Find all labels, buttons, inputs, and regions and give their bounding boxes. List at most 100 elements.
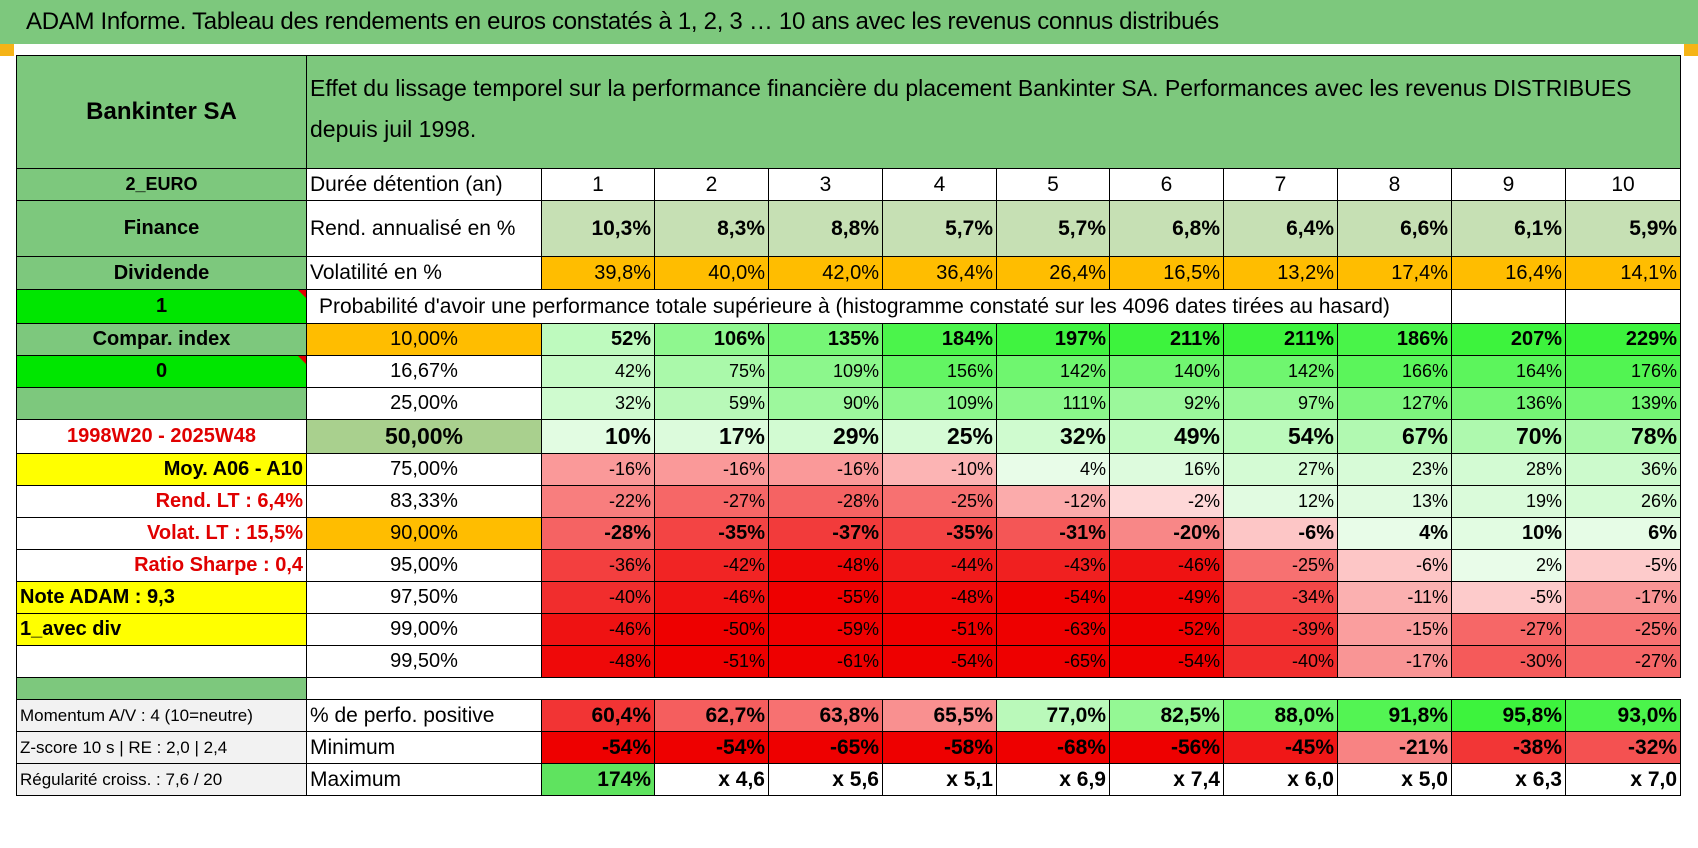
prob-value: 142% [1223,355,1338,388]
minimum-value: -54% [654,731,769,764]
positive-value: 60,4% [541,699,655,732]
prob-row: 25,00% 32% 59% 90% 109% 111% 92% 97% 127% 136% 139… [16,387,1682,420]
minimum-row: Z-score 10 s | RE : 2,0 | 2,4 Minimum -54%… [16,731,1682,764]
prob-value: -34% [1223,581,1338,614]
spacer-row [16,677,1681,700]
stock-name: Bankinter SA [16,55,307,169]
year-header: 4 [882,168,997,201]
year-header: 1 [541,168,655,201]
prob-row: 99,50% -48% -51% -61% -54% -65% -54% -40% -17% -3… [16,645,1682,678]
prob-value: -25% [1564,613,1682,646]
spacer-left [16,677,307,700]
prob-value: -35% [882,517,997,550]
prob-value: 142% [996,355,1110,388]
regularite-label: Régularité croiss. : 7,6 / 20 [16,763,307,796]
performance-table: Bankinter SA Effet du lissage temporel s… [16,55,1682,796]
prob-value: -6% [1223,517,1338,550]
rend-row: Finance Rend. annualisé en % 10,3% 8,3% 8,… [16,200,1682,257]
prob-value: -17% [1337,645,1452,678]
prob-value: 75% [654,355,769,388]
prob-value: -5% [1564,549,1682,582]
maximum-label: Maximum [306,763,542,796]
prob-value: 211% [1223,323,1338,356]
prob-value: 13% [1337,485,1452,518]
rend-label: Rend. annualisé en % [306,200,542,257]
minimum-value: -68% [996,731,1110,764]
prob-value: 70% [1451,419,1566,454]
prob-value: 32% [541,387,655,420]
prob-value: 29% [768,419,883,454]
prob-value: 139% [1564,387,1682,420]
year-header: 6 [1109,168,1224,201]
positive-value: 82,5% [1109,699,1224,732]
title-banner: ADAM Informe. Tableau des rendements en … [0,0,1698,44]
threshold-pct: 97,50% [306,581,542,614]
prob-value: -31% [996,517,1110,550]
effect-text: Effet du lissage temporel sur la perform… [310,75,1632,142]
prob-value: -54% [1109,645,1224,678]
positive-value: 63,8% [768,699,883,732]
corner-marker-left [0,44,14,56]
prob-value: 26% [1564,485,1682,518]
rend-value: 5,7% [996,200,1110,257]
vol-row: Dividende Volatilité en % 39,8% 40,0% 42,0… [16,256,1682,290]
rend-value: 6,6% [1337,200,1452,257]
prob-value: -25% [1223,549,1338,582]
corner-marker-right [1684,44,1698,56]
prob-value: 229% [1564,323,1682,356]
type-label: Dividende [16,256,307,290]
prob-value: 42% [541,355,655,388]
prob-value: 184% [882,323,997,356]
prob-value: -2% [1109,485,1224,518]
vol-value: 42,0% [768,256,883,290]
minimum-value: -65% [768,731,883,764]
prob-value: 127% [1337,387,1452,420]
vol-value: 26,4% [996,256,1110,290]
year-header: 8 [1337,168,1452,201]
prob-value: 32% [996,419,1110,454]
prob-value: -46% [1109,549,1224,582]
maximum-value: 174% [541,763,655,796]
prob-value: -28% [768,485,883,518]
rend-lt-label: Rend. LT : 6,4% [16,485,307,518]
prob-value: 109% [768,355,883,388]
prob-value: 186% [1337,323,1452,356]
prob-value: -36% [541,549,655,582]
positive-value: 95,8% [1451,699,1566,732]
year-header: 3 [768,168,883,201]
vol-value: 36,4% [882,256,997,290]
prob-title: Probabilité d'avoir une performance tota… [306,289,1452,324]
prob-value: -28% [541,517,655,550]
prob-value: -27% [1564,645,1682,678]
prob-value: -11% [1337,581,1452,614]
positive-value: 88,0% [1223,699,1338,732]
prob-value: -65% [996,645,1110,678]
minimum-value: -58% [882,731,997,764]
prob-value: 10% [1451,517,1566,550]
prob-value: -52% [1109,613,1224,646]
prob-value: -12% [996,485,1110,518]
sector-label: Finance [16,200,307,257]
prob-value: -63% [996,613,1110,646]
prob-value: 90% [768,387,883,420]
threshold-pct: 16,67% [306,355,542,388]
positive-value: 93,0% [1564,699,1682,732]
prob-value: -40% [1223,645,1338,678]
prob-value: -27% [1451,613,1566,646]
prob-row: Rend. LT : 6,4% 83,33% -22% -27% -28% -25% -12… [16,485,1682,518]
prob-value: -30% [1451,645,1566,678]
prob-value: -49% [1109,581,1224,614]
empty-cell [1451,289,1566,324]
currency-label: 2_EURO [16,168,307,201]
prob-row: Volat. LT : 15,5% 90,00% -28% -35% -37% -35% -… [16,517,1682,550]
threshold-pct: 99,00% [306,613,542,646]
prob-value: 109% [882,387,997,420]
prob-value: 17% [654,419,769,454]
year-header: 5 [996,168,1110,201]
prob-value: -35% [654,517,769,550]
prob-value: 4% [1337,517,1452,550]
prob-value: 54% [1223,419,1338,454]
threshold-pct: 75,00% [306,453,542,486]
prob-value: -16% [654,453,769,486]
prob-row: Ratio Sharpe : 0,4 95,00% -36% -42% -48% -44%… [16,549,1682,582]
